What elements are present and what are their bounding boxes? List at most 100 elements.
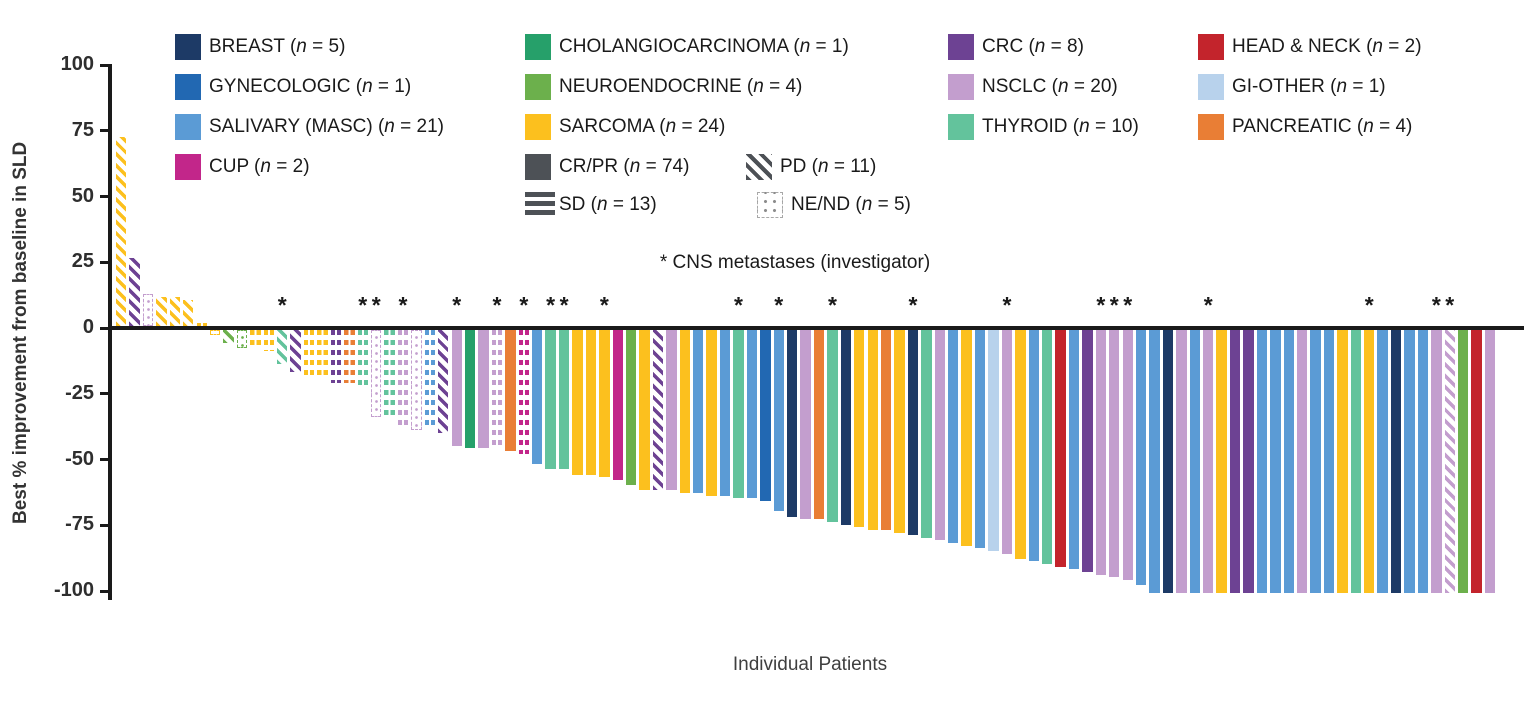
patient-bar <box>867 330 878 530</box>
patient-bar <box>693 330 704 494</box>
patient-bar <box>505 330 516 451</box>
y-tick-mark <box>100 195 109 198</box>
patient-bar <box>1015 330 1026 559</box>
patient-bar <box>1229 330 1241 593</box>
y-tick-mark <box>100 326 109 330</box>
patient-bar <box>344 330 355 383</box>
patient-bar <box>1135 330 1147 586</box>
patient-bar <box>451 330 462 446</box>
patient-bar <box>585 330 597 475</box>
patient-bar <box>1149 330 1160 593</box>
cns-asterisk: * <box>1096 292 1106 318</box>
y-tick-label: -50 <box>65 447 94 470</box>
y-tick-label: 75 <box>71 118 94 141</box>
patient-bar <box>478 330 489 449</box>
legend-swatch-sd <box>525 192 555 216</box>
x-axis-title: Individual Patients <box>732 654 888 675</box>
y-tick-label: 0 <box>82 316 94 338</box>
legend-label: SARCOMA (n = 24) <box>559 116 726 137</box>
patient-bar <box>1256 330 1268 593</box>
y-tick-mark <box>100 392 109 396</box>
patient-bar <box>800 330 811 520</box>
cns-asterisk: * <box>1123 292 1133 318</box>
patient-bar <box>317 330 328 380</box>
legend-label: PANCREATIC (n = 4) <box>1232 116 1413 137</box>
cns-asterisk: * <box>1364 292 1374 318</box>
patient-bar <box>250 330 261 349</box>
cns-asterisk: * <box>1431 292 1441 318</box>
patient-bar <box>116 136 127 326</box>
patient-bar <box>545 330 556 470</box>
patient-bar <box>424 330 436 430</box>
patient-bar <box>1323 330 1335 593</box>
patient-bar <box>719 330 731 496</box>
legend-label: CHOLANGIOCARCINOMA (n = 1) <box>559 36 849 57</box>
legend-swatch-cr-pr <box>525 154 551 180</box>
cns-asterisk: * <box>599 292 609 318</box>
patient-bar <box>854 330 865 528</box>
patient-bar <box>961 330 972 546</box>
y-tick-mark <box>100 523 109 527</box>
legend-swatch-thyroid <box>948 114 974 140</box>
patient-bar <box>625 330 637 486</box>
patient-bar <box>921 330 932 538</box>
patient-bar <box>827 330 838 522</box>
patient-bar <box>773 330 784 512</box>
cns-asterisk: * <box>1109 292 1119 318</box>
patient-bar <box>277 330 288 365</box>
cns-asterisk: * <box>277 292 287 318</box>
patient-bar <box>438 330 449 433</box>
y-tick-label: 100 <box>60 53 94 75</box>
patient-bar <box>1243 330 1254 593</box>
patient-bar <box>1082 330 1093 572</box>
legend-label: BREAST (n = 5) <box>209 36 346 57</box>
patient-bar <box>599 330 610 478</box>
patient-bar <box>1310 330 1321 593</box>
legend-swatch-sarcoma <box>525 114 551 140</box>
patient-bar <box>169 297 181 326</box>
legend-label: CRC (n = 8) <box>982 36 1084 57</box>
patient-bar <box>1283 330 1294 593</box>
legend-label: NEUROENDOCRINE (n = 4) <box>559 76 803 97</box>
patient-bar <box>1068 330 1080 570</box>
patient-bar <box>558 330 570 470</box>
legend-label: NE/ND (n = 5) <box>791 194 911 215</box>
y-tick-mark <box>100 458 109 461</box>
legend-label: THYROID (n = 10) <box>982 116 1139 137</box>
y-tick-mark <box>100 260 109 264</box>
cns-asterisk: * <box>492 292 502 318</box>
patient-bar <box>787 330 798 517</box>
cns-asterisk: * <box>546 292 556 318</box>
legend-label: PD (n = 11) <box>780 156 877 177</box>
legend-label: CR/PR (n = 74) <box>559 156 690 177</box>
patient-bar <box>411 330 422 430</box>
patient-bar <box>236 330 248 349</box>
patient-bar <box>1001 330 1013 554</box>
legend-label: GI-OTHER (n = 1) <box>1232 76 1386 97</box>
legend-swatch-cup <box>175 154 201 180</box>
patient-bar <box>532 330 543 465</box>
legend-label: HEAD & NECK (n = 2) <box>1232 36 1422 57</box>
cns-asterisk: * <box>452 292 462 318</box>
patient-bar <box>1337 330 1348 593</box>
cns-asterisk: * <box>827 292 837 318</box>
legend-swatch-gi-other <box>1198 74 1224 100</box>
cns-asterisk: * <box>1002 292 1012 318</box>
patient-bar <box>1377 330 1388 593</box>
patient-bar <box>1444 330 1455 593</box>
patient-bar <box>1041 330 1053 565</box>
zero-baseline <box>108 326 1524 330</box>
patient-bar <box>1109 330 1120 578</box>
patient-bar <box>760 330 771 501</box>
patient-bar <box>397 330 409 428</box>
patient-bar <box>733 330 744 499</box>
patient-bar <box>223 330 234 344</box>
cns-asterisk: * <box>398 292 408 318</box>
patient-bar <box>1364 330 1375 593</box>
patient-bar <box>1484 330 1496 593</box>
legend-label: SD (n = 13) <box>559 194 657 215</box>
patient-bar <box>263 330 274 352</box>
cns-asterisk: * <box>908 292 918 318</box>
patient-bar <box>840 330 852 525</box>
y-tick-mark <box>100 63 109 67</box>
